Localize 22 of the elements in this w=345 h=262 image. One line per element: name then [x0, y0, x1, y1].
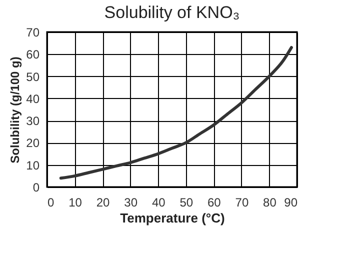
x-tick-label: 60 [207, 196, 222, 210]
chart-title: Solubility of KNO₃ [104, 3, 240, 22]
y-axis-title: Solubility (g/100 g) [8, 56, 22, 164]
y-tick-label: 30 [26, 114, 40, 128]
y-tick-label: 20 [26, 136, 40, 150]
y-tick-label: 70 [26, 26, 40, 40]
x-tick-label: 20 [96, 196, 110, 210]
x-tick-label: 90 [284, 196, 298, 210]
y-tick-label: 10 [26, 158, 40, 172]
x-tick-label: 70 [235, 196, 249, 210]
x-tick-label: 10 [68, 196, 82, 210]
line-series [59, 46, 293, 180]
x-tick-label: 50 [180, 196, 194, 210]
y-tick-label: 0 [32, 180, 40, 194]
x-tick-label: 0 [48, 196, 54, 210]
y-tick-label: 50 [26, 70, 40, 84]
x-tick-label: 40 [152, 196, 166, 210]
x-tick-label: 30 [124, 196, 138, 210]
y-tick-label: 40 [26, 92, 40, 106]
y-tick-label: 60 [26, 48, 40, 62]
x-axis-title: Temperature (°C) [120, 210, 225, 226]
x-tick-label: 80 [263, 196, 277, 210]
